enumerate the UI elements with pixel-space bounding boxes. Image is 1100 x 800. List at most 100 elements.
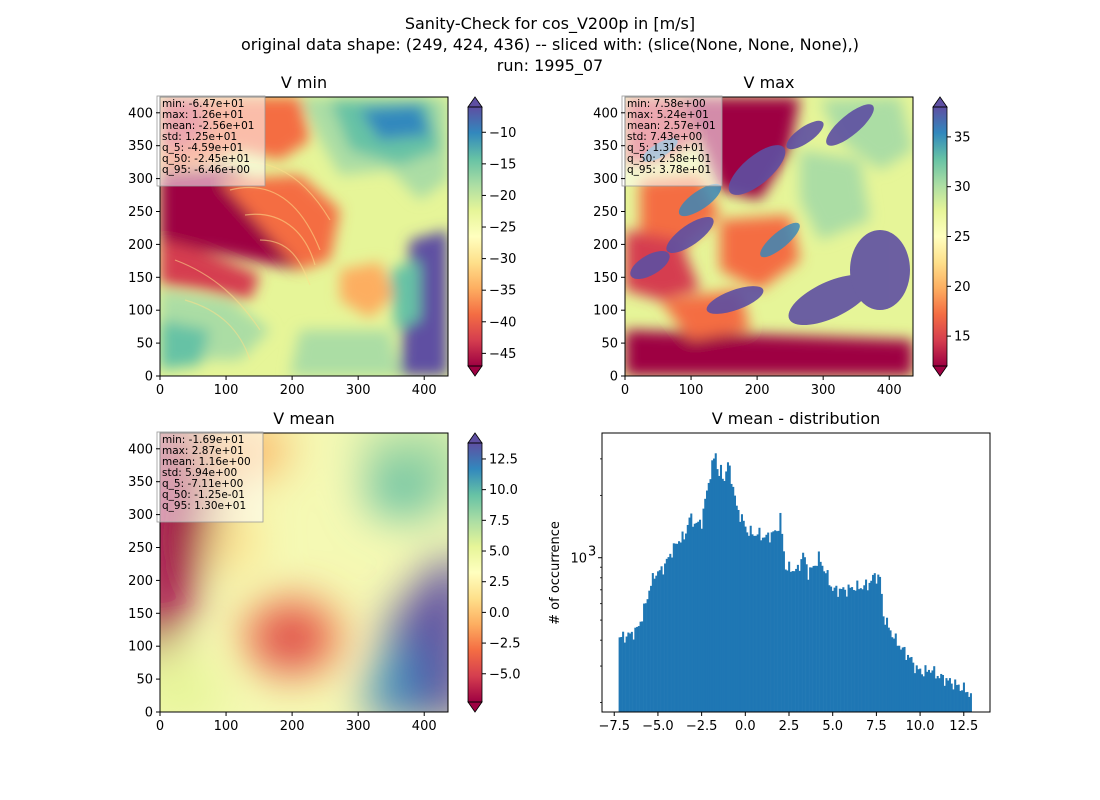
histogram-bar: [664, 563, 667, 712]
histogram-bar: [789, 571, 792, 712]
histogram-bar: [908, 657, 911, 712]
histogram-bar: [728, 465, 731, 712]
histogram-bar: [943, 685, 946, 712]
histogram-bar: [851, 587, 854, 712]
stat-line: min: 7.58e+00: [627, 98, 706, 110]
histogram-bar: [948, 678, 951, 712]
y-tick-label: 150: [593, 271, 618, 286]
histogram-bar: [919, 668, 922, 712]
panel-title: V mean: [273, 409, 334, 428]
y-tick-label: 150: [128, 607, 153, 622]
histogram-bar: [826, 570, 829, 712]
histogram-bar: [816, 565, 819, 712]
histogram-bar: [858, 589, 861, 712]
histogram-bar: [812, 565, 815, 712]
histogram-bar: [837, 596, 840, 712]
histogram-bar: [639, 621, 642, 712]
histogram-bar: [768, 542, 771, 712]
histogram-bar: [658, 570, 661, 712]
histogram-bar: [644, 603, 647, 712]
histogram-bar: [924, 665, 927, 712]
stat-line: q_50: -1.25e-01: [162, 489, 245, 501]
histogram-bar: [671, 557, 674, 712]
stats-box: [621, 95, 723, 187]
y-tick-label: 200: [128, 238, 153, 253]
histogram-bar: [786, 570, 789, 712]
stat-line: q_5: -4.59e+01: [162, 142, 243, 154]
histogram-bar: [719, 464, 723, 712]
y-tick-label: 250: [593, 205, 618, 220]
histogram-bar: [622, 631, 625, 712]
histogram-bar: [714, 453, 717, 712]
histogram-bar: [891, 637, 894, 712]
histogram-bar: [641, 621, 644, 712]
histogram-bar: [915, 665, 918, 712]
x-tick-label: 400: [412, 719, 437, 734]
histogram-bar: [940, 673, 943, 712]
histogram-bar: [933, 666, 936, 712]
histogram-bar: [945, 678, 948, 712]
histogram-bar: [889, 630, 892, 712]
histogram-bar: [700, 528, 703, 712]
panel-title: V max: [744, 73, 795, 92]
histogram-bar: [674, 543, 677, 712]
y-tick-label: 350: [128, 139, 153, 154]
histogram-bar: [934, 678, 937, 712]
stat-line: max: 5.24e+01: [627, 109, 709, 121]
histogram-bar: [655, 575, 658, 712]
stat-line: q_50: 2.58e+01: [627, 153, 711, 165]
colorbar-frame: [467, 442, 483, 703]
y-axis-label: # of occurrence: [548, 521, 563, 625]
histogram-bar: [751, 534, 754, 712]
histogram-bar: [629, 633, 632, 712]
panel-v-min: V min: [128, 73, 516, 398]
histogram-bar: [849, 587, 852, 712]
histogram-bar: [662, 574, 665, 712]
histogram-bar: [775, 531, 778, 712]
histogram-bar: [747, 535, 750, 712]
stat-line: max: 1.26e+01: [162, 109, 244, 121]
histogram-bar: [912, 662, 915, 712]
histogram-bar: [718, 475, 721, 712]
histogram-bar: [830, 586, 833, 712]
figure-title-line2: original data shape: (249, 424, 436) -- …: [241, 35, 859, 54]
colorbar-tick-label: −25: [489, 221, 516, 236]
colorbar-tick-label: 10.0: [489, 483, 518, 498]
histogram-bar: [779, 512, 782, 712]
histogram-bar: [959, 690, 962, 712]
histogram-bar: [823, 571, 826, 712]
histogram-bar: [962, 682, 965, 712]
histogram-bar: [739, 521, 742, 712]
histogram-bar: [896, 645, 899, 712]
colorbar-tick-label: −45: [489, 347, 516, 362]
histogram-bar: [623, 642, 626, 712]
histogram-bar: [905, 659, 908, 712]
histogram-bar: [884, 624, 887, 712]
stat-line: min: -6.47e+01: [162, 98, 244, 110]
y-tick-label: 50: [601, 337, 618, 352]
colorbar-gradient: [468, 443, 482, 702]
histogram-bar: [847, 584, 850, 712]
histogram-bar: [695, 522, 698, 712]
histogram-bar: [669, 553, 672, 712]
histogram-bar: [814, 565, 817, 712]
y-tick-exponent: 3: [588, 545, 596, 560]
y-tick-label: 10: [570, 552, 587, 567]
y-tick-label: 100: [593, 304, 618, 319]
colorbar-tick-label: −30: [489, 252, 516, 267]
histogram-bar: [697, 521, 700, 712]
x-tick-label: 7.5: [866, 719, 887, 734]
histogram-bar: [648, 590, 651, 712]
histogram-bar: [651, 573, 654, 712]
x-tick-label: 100: [214, 383, 239, 398]
histogram-bar: [756, 534, 759, 712]
x-tick-label: 400: [412, 383, 437, 398]
histogram-bar: [931, 670, 934, 712]
histogram-bar: [754, 535, 757, 712]
histogram-bar: [893, 638, 896, 712]
histogram-bar: [810, 567, 813, 712]
colorbar-tick-label: −35: [489, 284, 516, 299]
colorbar-tick-label: −15: [489, 157, 516, 172]
histogram-bar: [643, 603, 646, 712]
histogram-bar: [840, 588, 843, 712]
